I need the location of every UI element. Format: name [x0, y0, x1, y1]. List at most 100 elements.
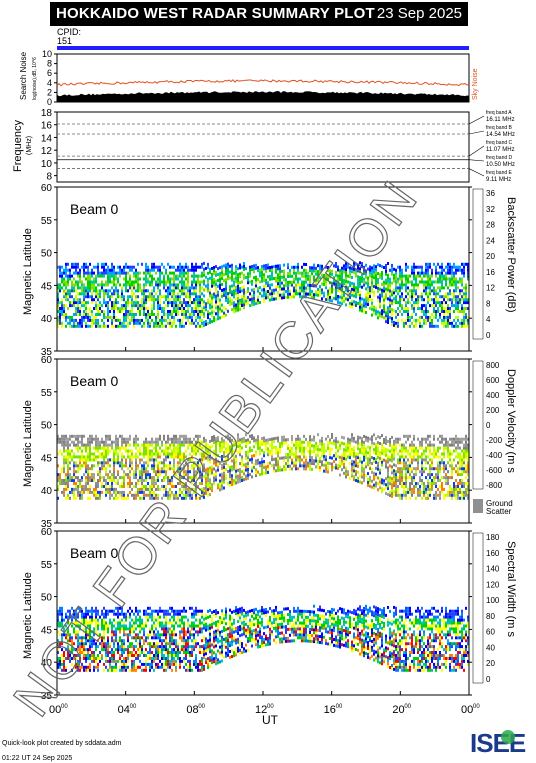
scatter-cell [243, 264, 245, 268]
scatter-cell [61, 443, 63, 447]
scatter-cell [457, 304, 459, 308]
scatter-cell [309, 441, 311, 445]
scatter-cell [411, 271, 413, 275]
scatter-cell [343, 465, 345, 469]
scatter-cell [307, 292, 309, 296]
scatter-cell [129, 286, 131, 290]
scatter-cell [165, 318, 167, 322]
scatter-cell [157, 479, 159, 482]
scatter-cell [457, 487, 459, 491]
scatter-cell [425, 458, 427, 462]
scatter-cell [405, 482, 407, 485]
scatter-cell [93, 464, 95, 468]
scatter-cell [211, 311, 213, 315]
scatter-cell [371, 467, 373, 471]
scatter-cell [163, 277, 165, 281]
scatter-cell [287, 286, 289, 290]
scatter-cell [159, 473, 161, 477]
scatter-cell [265, 444, 267, 448]
scatter-cell [103, 476, 105, 480]
scatter-cell [283, 468, 285, 472]
scatter-cell [387, 475, 389, 479]
scatter-cell [425, 268, 427, 272]
scatter-cell [99, 271, 101, 275]
scatter-cell [371, 485, 373, 489]
scatter-cell [131, 458, 133, 462]
scatter-cell [351, 465, 353, 469]
scatter-cell [211, 314, 213, 318]
scatter-cell [267, 295, 269, 299]
scatter-cell [231, 459, 233, 463]
scatter-cell [245, 267, 247, 271]
scatter-cell [247, 476, 249, 480]
scatter-cell [457, 490, 459, 494]
scatter-cell [187, 280, 189, 284]
scatter-cell [337, 300, 339, 304]
scatter-cell [275, 436, 277, 440]
scatter-cell [113, 277, 115, 281]
scatter-cell [121, 292, 123, 296]
scatter-cell [357, 293, 359, 296]
scatter-cell [71, 476, 73, 480]
scatter-cell [71, 295, 73, 299]
scatter-cell [309, 266, 311, 270]
scatter-cell [345, 262, 347, 266]
scatter-cell [173, 304, 175, 308]
scatter-cell [199, 487, 201, 491]
scatter-cell [233, 310, 235, 314]
scatter-cell [79, 434, 81, 438]
scatter-cell [419, 455, 421, 459]
scatter-cell [291, 452, 293, 456]
scatter-cell [151, 280, 153, 284]
scatter-cell [375, 475, 377, 479]
scatter-cell [103, 262, 105, 266]
scatter-cell [161, 470, 163, 474]
scatter-cell [167, 482, 169, 485]
scatter-cell [147, 487, 149, 491]
scatter-cell [359, 282, 361, 285]
scatter-cell [79, 490, 81, 494]
scatter-cell [253, 267, 255, 271]
scatter-cell [401, 446, 403, 450]
scatter-cell [311, 292, 313, 296]
scatter-cell [423, 449, 425, 453]
scatter-cell [445, 292, 447, 296]
scatter-cell [231, 308, 233, 312]
scatter-cell [209, 460, 211, 464]
frequency-tick-label: 8 [46, 172, 52, 183]
scatter-cell [153, 458, 155, 462]
scatter-cell [239, 476, 241, 480]
scatter-cell [433, 324, 435, 328]
scatter-cell [279, 456, 281, 460]
scatter-cell [345, 265, 347, 268]
scatter-cell [109, 271, 111, 275]
scatter-cell [405, 301, 407, 305]
scatter-cell [463, 262, 465, 266]
scatter-cell [173, 298, 175, 302]
scatter-cell [125, 304, 127, 308]
scatter-cell [381, 451, 383, 455]
scatter-cell [179, 307, 181, 310]
scatter-cell [311, 467, 313, 471]
scatter-cell [69, 452, 71, 456]
scatter-cell [457, 301, 459, 305]
scatter-cell [393, 484, 395, 488]
scatter-cell [209, 454, 211, 458]
scatter-cell [165, 268, 167, 272]
scatter-cell [113, 265, 115, 269]
scatter-cell [163, 479, 165, 482]
scatter-cell [119, 268, 121, 272]
scatter-cell [405, 455, 407, 459]
scatter-cell [273, 297, 275, 301]
scatter-cell [173, 310, 175, 313]
scatter-cell [415, 292, 417, 296]
scatter-cell [385, 272, 387, 276]
scatter-cell [221, 440, 223, 444]
scatter-cell [105, 271, 107, 275]
scatter-cell [397, 277, 399, 281]
scatter-cell [201, 479, 203, 482]
scatter-cell [393, 492, 395, 496]
scatter-cell [81, 315, 83, 319]
scatter-cell [265, 284, 267, 288]
scatter-cell [239, 453, 241, 457]
